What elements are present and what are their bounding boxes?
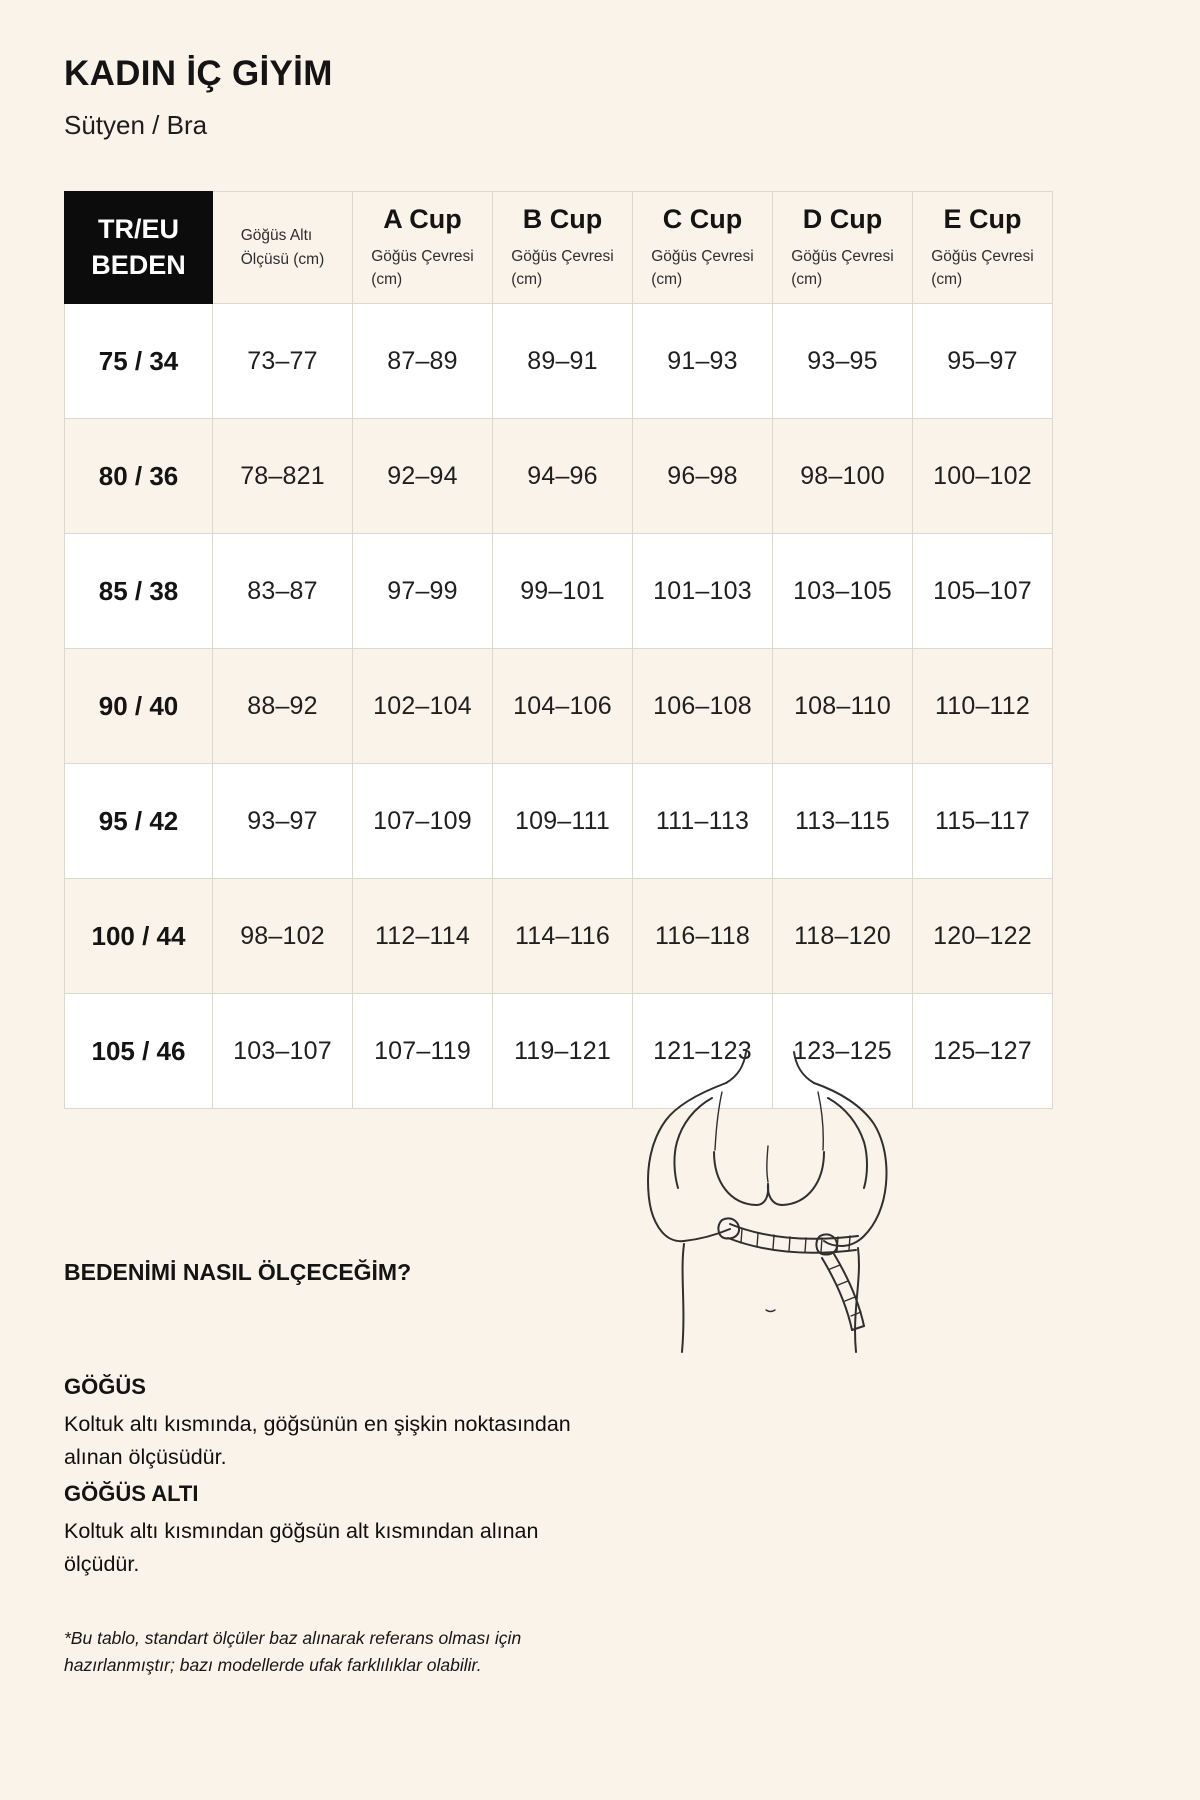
size-guide-page: KADIN İÇ GİYİM Sütyen / Bra TR/EU BEDEN … [64,54,1136,1678]
size-cell: 80 / 36 [64,418,213,534]
cup-d-column-header: D Cup Göğüs Çevresi (cm) [772,191,913,304]
cup-d-cell: 98–100 [772,418,913,534]
underbust-cell: 83–87 [212,533,353,649]
cup-c-cell: 111–113 [632,763,773,879]
cup-c-cell: 106–108 [632,648,773,764]
table-row: 90 / 40 88–92 102–104 104–106 106–108 10… [64,648,1053,764]
size-cell: 100 / 44 [64,878,213,994]
cup-a-cell: 107–119 [352,993,493,1109]
underbust-cell: 103–107 [212,993,353,1109]
table-row: 95 / 42 93–97 107–109 109–111 111–113 11… [64,763,1053,879]
cup-b-cell: 109–111 [492,763,633,879]
cup-d-cell: 108–110 [772,648,913,764]
measuring-guide: BEDENİMİ NASIL ÖLÇECEĞİM? GÖĞÜS Koltuk a… [64,1259,1136,1678]
cup-b-cell: 99–101 [492,533,633,649]
page-title: KADIN İÇ GİYİM [64,54,333,93]
underbust-cell: 98–102 [212,878,353,994]
size-header-line2: BEDEN [91,249,186,280]
size-cell: 95 / 42 [64,763,213,879]
cup-e-cell: 105–107 [912,533,1053,649]
table-row: 100 / 44 98–102 112–114 114–116 116–118 … [64,878,1053,994]
cup-a-column-header: A Cup Göğüs Çevresi (cm) [352,191,493,304]
table-row: 75 / 34 73–77 87–89 89–91 91–93 93–95 95… [64,303,1053,419]
underbust-cell: 93–97 [212,763,353,879]
underbust-cell: 88–92 [212,648,353,764]
size-cell: 75 / 34 [64,303,213,419]
table-row: 85 / 38 83–87 97–99 99–101 101–103 103–1… [64,533,1053,649]
cup-e-cell: 115–117 [912,763,1053,879]
cup-e-column-header: E Cup Göğüs Çevresi (cm) [912,191,1053,304]
cup-e-cell: 120–122 [912,878,1053,994]
cup-a-cell: 102–104 [352,648,493,764]
underbust-cell: 78–821 [212,418,353,534]
cup-c-cell: 101–103 [632,533,773,649]
torso-measuring-tape-icon [647,1051,888,1353]
size-column-header: TR/EU BEDEN [64,191,213,304]
bust-section-title: GÖĞÜS [64,1374,146,1399]
bust-section-text: Koltuk altı kısmında, göğsünün en şişkin… [64,1412,571,1470]
cup-d-cell: 118–120 [772,878,913,994]
underbust-column-header: Göğüs Altı Ölçüsü (cm) [212,191,353,304]
size-cell: 105 / 46 [64,993,213,1109]
size-header-line1: TR/EU [98,214,179,245]
cup-d-cell: 113–115 [772,763,913,879]
cup-c-cell: 91–93 [632,303,773,419]
size-cell: 85 / 38 [64,533,213,649]
cup-c-column-header: C Cup Göğüs Çevresi (cm) [632,191,773,304]
cup-e-cell: 95–97 [912,303,1053,419]
table-row: 80 / 36 78–821 92–94 94–96 96–98 98–100 … [64,418,1053,534]
cup-c-cell: 96–98 [632,418,773,534]
underbust-section-title: GÖĞÜS ALTI [64,1480,199,1506]
cup-b-cell: 104–106 [492,648,633,764]
cup-e-cell: 100–102 [912,418,1053,534]
underbust-header-line1: Göğüs Altı [240,227,313,245]
cup-b-cell: 89–91 [492,303,633,419]
underbust-section-text: Koltuk altı kısmından göğsün alt kısmınd… [64,1518,539,1576]
cup-a-cell: 107–109 [352,763,493,879]
guide-heading: BEDENİMİ NASIL ÖLÇECEĞİM? [64,1259,412,1285]
cup-c-cell: 116–118 [632,878,773,994]
cup-c-cell: 121–123 [632,993,773,1109]
cup-e-cell: 110–112 [912,648,1053,764]
cup-b-cell: 114–116 [492,878,633,994]
page-subtitle: Sütyen / Bra [64,110,208,140]
underbust-header-line2: Ölçüsü (cm) [240,250,325,268]
cup-d-cell: 103–105 [772,533,913,649]
cup-b-cell: 119–121 [492,993,633,1109]
cup-b-column-header: B Cup Göğüs Çevresi (cm) [492,191,633,304]
cup-a-cell: 97–99 [352,533,493,649]
header-row: TR/EU BEDEN Göğüs Altı Ölçüsü (cm) A Cup… [64,191,1053,304]
cup-a-cell: 87–89 [352,303,493,419]
cup-a-cell: 112–114 [352,878,493,994]
measurement-illustration [618,1048,918,1358]
cup-d-cell: 93–95 [772,303,913,419]
size-chart-table: TR/EU BEDEN Göğüs Altı Ölçüsü (cm) A Cup… [64,191,1053,1109]
table-footnote: *Bu tablo, standart ölçüler baz alınarak… [64,1628,522,1675]
table-row: 105 / 46 103–107 107–119 119–121 121–123… [64,993,1053,1109]
cup-a-cell: 92–94 [352,418,493,534]
underbust-cell: 73–77 [212,303,353,419]
cup-e-cell: 125–127 [912,993,1053,1109]
size-cell: 90 / 40 [64,648,213,764]
cup-d-cell: 123–125 [772,993,913,1109]
cup-b-cell: 94–96 [492,418,633,534]
